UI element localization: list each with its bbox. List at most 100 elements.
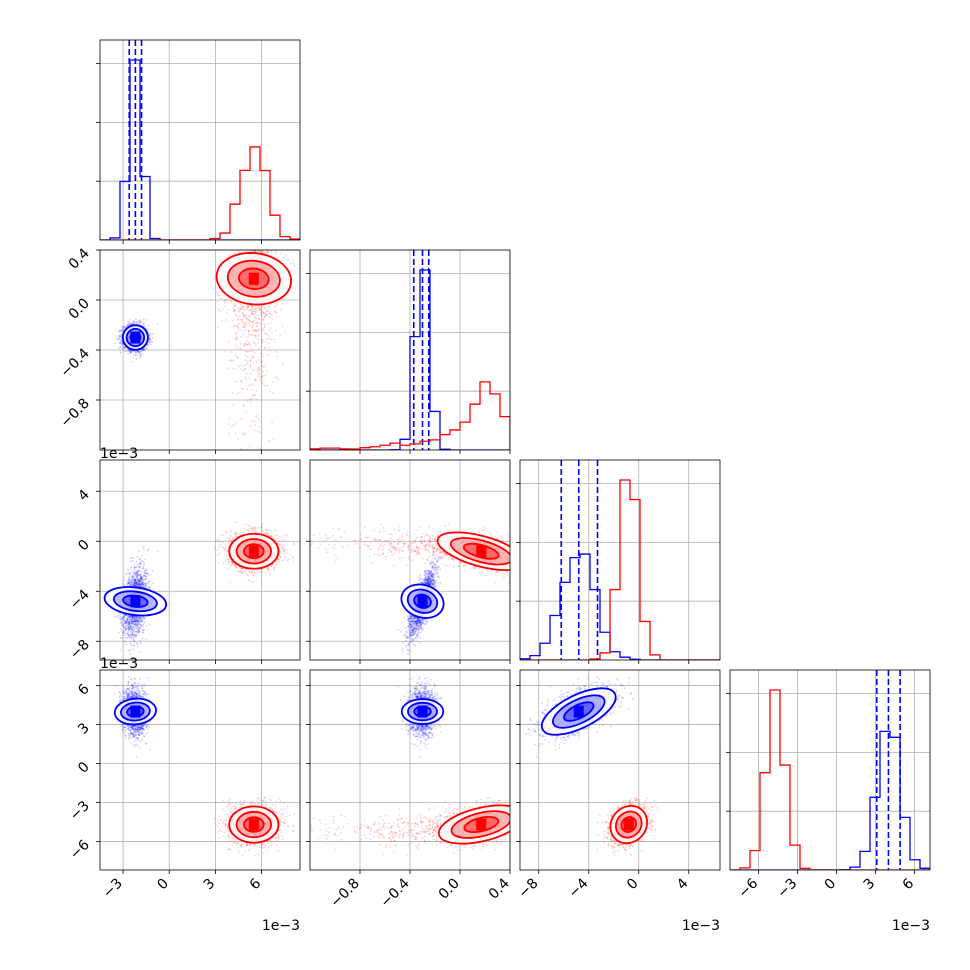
sample-point	[127, 616, 129, 619]
sample-point	[239, 244, 241, 246]
sample-point	[255, 329, 258, 332]
sample-point	[265, 314, 268, 316]
sample-point	[118, 337, 120, 340]
sample-point	[240, 364, 243, 367]
sample-point	[250, 347, 253, 350]
sample-point	[139, 356, 142, 358]
sample-point	[228, 240, 230, 242]
sample-point	[145, 347, 148, 350]
sample-point	[128, 324, 130, 326]
sample-point	[130, 570, 133, 573]
sample-point	[259, 378, 261, 381]
sample-point	[239, 305, 241, 308]
sample-point	[142, 348, 144, 351]
sample-point	[123, 327, 125, 329]
sample-point	[245, 411, 247, 414]
sample-point	[232, 404, 235, 406]
sample-point	[271, 392, 274, 394]
sample-point	[242, 315, 245, 318]
sample-point	[139, 623, 141, 626]
sample-point	[258, 318, 261, 321]
sample-point	[249, 228, 251, 230]
sample-point	[253, 355, 255, 358]
sample-point	[133, 321, 136, 324]
sample-point	[229, 299, 232, 302]
sample-point	[247, 245, 249, 247]
sample-point	[147, 582, 150, 585]
sample-point	[273, 242, 275, 244]
sample-point	[239, 336, 242, 338]
sample-point	[252, 320, 255, 323]
sample-point	[258, 369, 261, 372]
sample-point	[143, 349, 145, 352]
sample-point	[274, 227, 276, 229]
sample-point	[258, 495, 260, 497]
sample-point	[253, 248, 255, 250]
sample-point	[248, 324, 251, 327]
sample-point	[127, 637, 129, 640]
sample-point	[245, 342, 247, 345]
sample-point	[251, 321, 254, 324]
sample-point	[129, 351, 132, 353]
sample-point	[138, 356, 141, 359]
sample-point	[131, 321, 134, 324]
sample-point	[273, 223, 275, 225]
sample-point	[259, 308, 262, 311]
sample-point	[244, 316, 247, 319]
sample-point	[276, 376, 278, 378]
sample-point	[262, 235, 264, 237]
sample-point	[253, 394, 255, 397]
sample-point	[136, 352, 139, 355]
sample-point	[246, 306, 248, 308]
sample-point	[238, 391, 241, 394]
sample-point	[224, 350, 227, 353]
sample-point	[134, 568, 137, 571]
sample-point	[237, 328, 240, 331]
sample-point	[258, 425, 261, 428]
sample-point	[260, 352, 263, 354]
sample-point	[263, 312, 266, 315]
sample-point	[253, 230, 255, 232]
sample-point	[122, 345, 125, 348]
sample-point	[241, 326, 244, 328]
sample-point	[121, 329, 123, 331]
sample-point	[236, 380, 239, 383]
sample-point	[242, 333, 245, 336]
sample-point	[127, 649, 130, 652]
sample-point	[120, 339, 123, 341]
sample-point	[258, 309, 260, 312]
sample-point	[266, 250, 269, 252]
sample-point	[119, 338, 122, 341]
sample-point	[138, 351, 141, 354]
sample-point	[246, 399, 249, 402]
sample-point	[138, 566, 141, 568]
sample-point	[253, 378, 256, 381]
sample-point	[142, 348, 145, 351]
sample-point	[249, 364, 252, 367]
sample-point	[122, 343, 125, 346]
sample-point	[242, 320, 245, 323]
sample-point	[274, 310, 276, 313]
sample-point	[148, 573, 151, 576]
sample-point	[254, 316, 256, 319]
sample-point	[135, 322, 138, 324]
y-tick-label: −0.4	[57, 345, 92, 380]
sample-point	[243, 403, 245, 406]
sample-point	[146, 549, 149, 552]
sample-point	[248, 244, 250, 246]
sample-point	[259, 447, 262, 450]
sample-point	[119, 342, 122, 345]
sample-point	[119, 335, 121, 338]
sample-point	[257, 338, 260, 341]
sample-point	[120, 329, 123, 332]
sample-point	[234, 355, 237, 357]
sample-point	[240, 308, 243, 311]
sample-point	[145, 347, 147, 349]
sample-point	[268, 232, 270, 234]
sample-point	[251, 228, 253, 230]
sample-point	[239, 217, 241, 219]
sample-point	[141, 560, 144, 563]
sample-point	[264, 374, 267, 377]
sample-point	[136, 623, 139, 626]
sample-point	[123, 326, 126, 329]
